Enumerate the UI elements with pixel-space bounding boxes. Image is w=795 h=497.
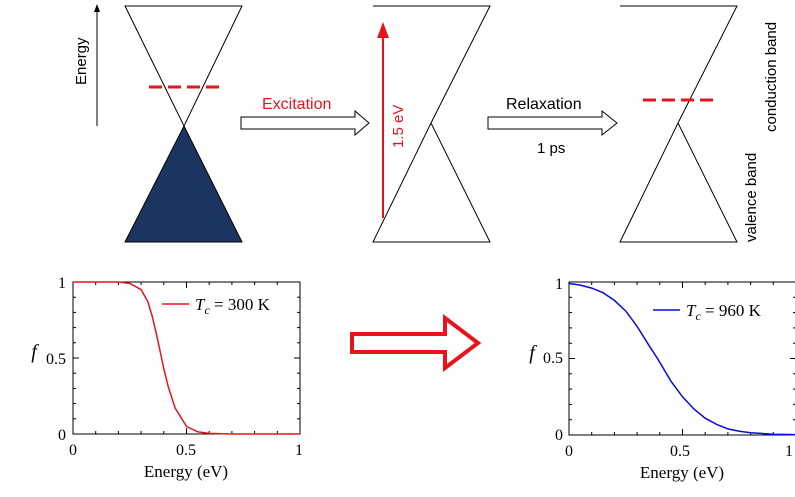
legend-label: Tc = 960 K <box>686 301 762 323</box>
legend: Tc = 960 K <box>653 301 762 323</box>
energy-axis: Energy <box>73 4 100 126</box>
legend-symbol: T <box>686 301 697 320</box>
legend: Tc = 300 K <box>162 295 271 317</box>
y-tick-label: 0 <box>555 427 563 444</box>
filled-valence-band <box>124 124 243 243</box>
y-tick-label: 0.5 <box>543 350 563 367</box>
excitation-energy-label: 1.5 eV <box>390 105 407 148</box>
x-tick-label: 0 <box>565 443 573 460</box>
legend-label: Tc = 300 K <box>195 295 271 317</box>
cone-before-excitation <box>124 5 243 243</box>
transition-arrow <box>350 313 482 373</box>
valence-band-label: valence band <box>743 153 760 242</box>
y-axis-label: f <box>31 341 39 363</box>
relaxation-label: Relaxation <box>506 96 582 113</box>
x-tick-label: 1 <box>295 442 303 459</box>
y-tick-label: 0 <box>58 427 66 444</box>
cone-outline-upper <box>373 5 491 124</box>
x-axis-label: Energy (eV) <box>640 463 724 482</box>
excitation-label: Excitation <box>262 96 331 113</box>
cone-outline-lower <box>372 122 491 243</box>
cone-after-relaxation: conduction band valence band <box>619 5 780 243</box>
energy-axis-label: Energy <box>73 37 90 85</box>
legend-subscript: c <box>695 309 701 323</box>
cone-outline-upper <box>620 5 738 124</box>
fermi-dirac-plot-300k: 1 0.5 0 0 0.5 1 Energy (eV) f Tc = 300 K <box>31 275 303 481</box>
x-tick-label: 0.5 <box>176 442 196 459</box>
legend-symbol: T <box>195 295 206 314</box>
series-line-960k <box>568 282 795 436</box>
series-line-300k <box>73 281 300 435</box>
relaxation-time-label: 1 ps <box>537 140 565 157</box>
x-tick-label: 0.5 <box>670 443 690 460</box>
y-tick-label: 1 <box>555 276 563 293</box>
legend-value: = 960 K <box>701 301 762 320</box>
conduction-cone-outline <box>124 5 243 128</box>
cone-after-excitation: 1.5 eV <box>372 5 491 243</box>
legend-subscript: c <box>204 303 210 317</box>
x-tick-label: 1 <box>785 443 793 460</box>
relaxation-arrow: Relaxation 1 ps <box>487 96 618 157</box>
excitation-arrow: Excitation <box>240 96 370 137</box>
x-tick-label: 0 <box>69 442 77 459</box>
fermi-dirac-plot-960k: 1 0.5 0 0 0.5 1 Energy (eV) f Tc = 960 K <box>529 276 795 482</box>
conduction-band-label: conduction band <box>763 22 780 132</box>
legend-value: = 300 K <box>210 295 271 314</box>
y-tick-label: 1 <box>58 275 66 292</box>
cone-outline-lower <box>619 122 738 243</box>
y-axis-label: f <box>529 342 537 364</box>
y-tick-label: 0.5 <box>46 351 66 368</box>
plot-frame <box>568 281 795 436</box>
x-axis-label: Energy (eV) <box>144 462 228 481</box>
